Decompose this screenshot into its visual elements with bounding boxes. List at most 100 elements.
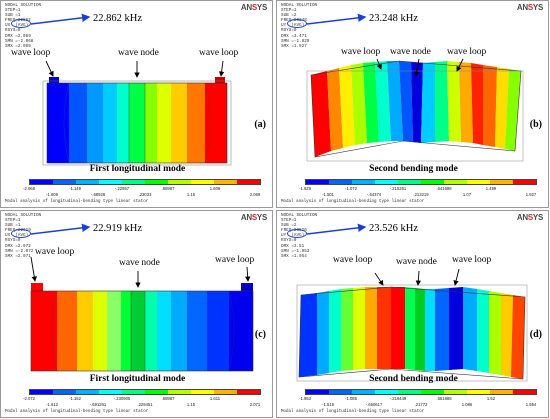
legend-swatch (467, 390, 490, 394)
legend-tick: 1.52 (486, 396, 496, 401)
pointer-arrow-right (456, 58, 464, 72)
legend-tick: .68987 (161, 186, 175, 191)
legend-tick: -1.085 (345, 396, 357, 401)
color-legend (305, 179, 537, 185)
ansys-logo: ANSYS (516, 213, 543, 222)
support-block-right (241, 283, 253, 293)
panel-letter: (a) (254, 119, 266, 130)
figure-caption: Modal analysis of longitudinal-bending t… (281, 200, 425, 204)
legend-tick: 1.086 (461, 402, 473, 407)
legend-swatch (306, 180, 329, 184)
legend-swatch (444, 390, 467, 394)
legend-swatch (122, 180, 145, 184)
frequency-label: 22.862 kHz (93, 13, 142, 24)
pointer-arrow-left (45, 60, 54, 77)
legend-tick: -2.072 (23, 396, 35, 401)
legend-swatch (421, 180, 444, 184)
color-legend (305, 389, 537, 395)
legend-swatch (444, 180, 467, 184)
wave-loop-label-right: wave loop (452, 255, 492, 265)
contour-body (306, 60, 524, 162)
frequency-highlight-ellipse (11, 229, 31, 238)
mode-title: First longitudinal mode (89, 164, 186, 174)
legend-tick: -1.929 (299, 186, 311, 191)
legend-swatch (329, 180, 352, 184)
legend-swatch (191, 180, 214, 184)
legend-swatch (329, 390, 352, 394)
panel-b: NODAL SOLUTION STEP=1 SUB =2 FREQ=23248 … (276, 0, 549, 208)
legend-swatch (53, 180, 76, 184)
legend-swatch (191, 390, 214, 394)
legend-tick: -.64374 (366, 192, 382, 197)
legend-tick: -.22957 (114, 186, 130, 191)
ansys-logo: ANSYS (240, 213, 267, 222)
ansys-logo: ANSYS (240, 3, 267, 12)
legend-swatch (306, 390, 329, 394)
legend-tick: -.65061? (365, 402, 383, 407)
frequency-arrow (31, 223, 91, 235)
legend-swatch (398, 180, 421, 184)
color-legend (29, 389, 261, 395)
panel-d: NODAL SOLUTION STEP=1 SUB =2 FREQ=23526 … (276, 210, 549, 418)
panel-letter: (d) (529, 329, 542, 340)
wave-node-label: wave node (396, 257, 437, 267)
legend-tick: -1.953 (299, 396, 311, 401)
legend-tick: -.230905 (113, 396, 131, 401)
pointer-arrow-center (414, 58, 420, 77)
panel-a: NODAL SOLUTION STEP=1 SUB =1 FREQ=22862 … (0, 0, 273, 208)
legend-tick: 2.071 (249, 402, 261, 407)
legend-tick: -1.612 (46, 402, 58, 407)
legend-swatch (214, 180, 237, 184)
pointer-arrow-center (415, 270, 422, 286)
legend-tick: 1.609 (209, 186, 221, 191)
legend-swatch (76, 390, 99, 394)
support-block-left (31, 283, 43, 293)
mode-title: Second bending mode (369, 164, 458, 174)
color-legend (29, 179, 261, 185)
legend-tick: -1.609 (46, 192, 58, 197)
wave-loop-label-right: wave loop (447, 47, 487, 57)
pointer-arrow-right (453, 268, 460, 286)
pointer-arrow-right (218, 60, 225, 77)
legend-tick: -1.501 (322, 192, 334, 197)
fem-model-bending (296, 268, 528, 382)
wave-loop-label-left: wave loop (333, 255, 373, 265)
legend-tick: .213219 (413, 192, 429, 197)
wave-node-label: wave node (118, 48, 159, 58)
frequency-label: 23.526 kHz (369, 223, 418, 234)
frequency-arrow (31, 13, 91, 25)
contour-body (42, 80, 232, 166)
legend-tick: 1.611 (209, 396, 221, 401)
frequency-highlight-ellipse (287, 19, 307, 28)
legend-tick: -1.519 (322, 402, 334, 407)
legend-tick: .651888 (436, 396, 452, 401)
legend-swatch (30, 390, 53, 394)
legend-swatch (53, 390, 76, 394)
legend-tick: .21772 (414, 402, 428, 407)
legend-swatch (30, 180, 53, 184)
pointer-arrow-left (374, 272, 384, 286)
legend-tick: -.68928 (90, 192, 106, 197)
frequency-label: 23.248 kHz (369, 13, 418, 24)
legend-swatch (214, 390, 237, 394)
legend-tick: .68987 (161, 396, 175, 401)
legend-swatch (76, 180, 99, 184)
legend-tick: -1.072 (345, 186, 357, 191)
legend-swatch (168, 180, 191, 184)
frequency-highlight-ellipse (11, 19, 31, 28)
figure-caption: Modal analysis of longitudinal-bending t… (281, 410, 425, 414)
figure-caption: Modal analysis of longitudinal-bending t… (5, 410, 149, 414)
frequency-highlight-ellipse (287, 229, 307, 238)
legend-tick: -.691261 (89, 402, 107, 407)
legend-swatch (352, 180, 375, 184)
legend-tick: 1.954 (525, 402, 537, 407)
legend-swatch (398, 390, 421, 394)
legend-swatch (237, 180, 260, 184)
legend-swatch (467, 180, 490, 184)
legend-swatch (145, 180, 168, 184)
legend-swatch (421, 390, 444, 394)
fem-model-longitudinal (30, 256, 254, 372)
legend-tick: -1.152 (69, 396, 81, 401)
figure-caption: Modal analysis of longitudinal-bending t… (5, 200, 149, 204)
legend-swatch (513, 180, 536, 184)
